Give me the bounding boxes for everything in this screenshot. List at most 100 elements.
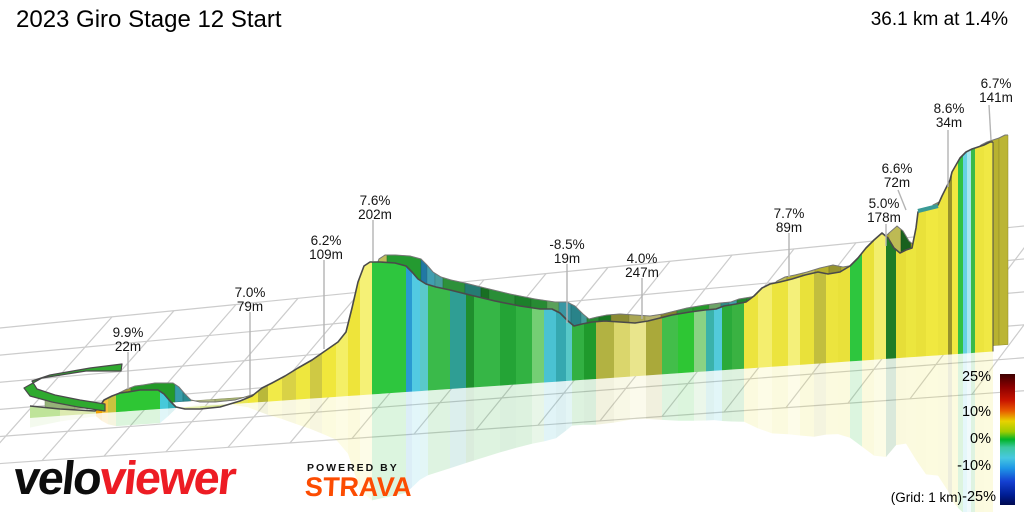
powered-by-label: POWERED BY	[307, 462, 399, 474]
reflection-stripe	[225, 402, 248, 408]
reflection-stripe	[948, 354, 952, 501]
legend-tick-neg10: -10%	[957, 458, 991, 474]
reflection-stripe	[556, 381, 566, 439]
reflection-stripe	[500, 384, 516, 453]
profile-stripe	[967, 149, 971, 354]
reflection-stripe	[348, 395, 360, 491]
reflection-stripe	[474, 385, 500, 461]
reflection-stripe	[282, 399, 296, 424]
gradient-annotation: 7.7% 89m	[774, 206, 805, 235]
reflection-stripe	[800, 363, 814, 437]
reflection-stripe	[372, 392, 406, 501]
profile-stripe	[116, 390, 160, 413]
reflection-stripe	[450, 387, 466, 469]
reflection-stripe	[916, 356, 926, 475]
reflection-stripe	[971, 352, 975, 512]
profile-stripe	[566, 319, 572, 382]
profile-stripe	[662, 314, 678, 375]
profile-stripe	[412, 272, 420, 392]
legend-tick-0: 0%	[970, 431, 991, 447]
reflection-stripe	[744, 367, 758, 429]
reflection-stripe	[412, 391, 420, 488]
profile-stripe	[975, 145, 984, 353]
gradient-annotation: 4.0% 247m	[625, 251, 659, 280]
profile-stripe	[958, 155, 963, 354]
profile-stripe	[984, 142, 993, 353]
profile-stripe	[500, 302, 516, 386]
grid-km-line	[165, 297, 299, 453]
profile-stripe	[722, 304, 732, 371]
grid-km-line	[103, 304, 237, 457]
reflection-stripe	[758, 366, 772, 434]
profile-stripe	[296, 361, 310, 400]
profile-stripe	[646, 317, 662, 376]
reflection-stripe	[420, 390, 428, 480]
reflection-stripe	[862, 359, 874, 456]
reflection-stripe	[268, 400, 282, 420]
top-face-stripe	[998, 134, 1009, 346]
grid-row-line	[0, 357, 1024, 438]
reflection-stripe	[906, 356, 916, 460]
reflection-stripe	[975, 352, 984, 512]
profile-stripe	[938, 184, 948, 356]
reflection-stripe	[516, 383, 532, 448]
gradient-annotations: 9.9% 22m 7.0% 79m 6.2% 109m 7.6% 202m -8.5% 19m 4.…	[113, 76, 1013, 395]
profile-stripe	[336, 324, 348, 397]
gradient-annotation: 7.0% 79m	[235, 285, 266, 314]
reflection-stripe	[102, 412, 108, 425]
reflection-stripe	[336, 396, 348, 454]
reflection-stripe	[926, 355, 938, 476]
reflection-stripe	[572, 379, 584, 426]
profile-stripe	[906, 228, 916, 358]
gradient-annotation: 6.7% 141m	[979, 76, 1013, 105]
grid-km-line	[0, 316, 113, 444]
profile-stripe	[826, 272, 838, 364]
reflection-stripe	[722, 369, 732, 422]
reflection-stripe	[772, 365, 788, 435]
reflection-stripe	[826, 362, 838, 435]
reflection-stripe	[200, 403, 225, 407]
reflection-stripe	[938, 354, 948, 492]
plateau-teal-cap	[917, 204, 939, 213]
reflection-stripe	[406, 391, 412, 493]
reflection-stripe	[614, 376, 630, 423]
profile-stripe	[744, 292, 758, 369]
gradient-annotation: 7.6% 202m	[358, 193, 392, 222]
profile-stripe	[714, 306, 722, 371]
profile-stripe	[948, 172, 952, 355]
annotation-pointer-line	[897, 189, 907, 211]
reflection-stripe	[258, 401, 268, 415]
reflection-stripe	[788, 364, 800, 436]
reflection-stripe	[963, 353, 967, 512]
gradient-annotation: -8.5% 19m	[549, 237, 584, 266]
reflection-stripe	[874, 358, 886, 458]
profile-stripe	[474, 295, 500, 388]
profile-outline	[29, 141, 993, 412]
reflection-stripe	[678, 372, 694, 421]
reflection-stripe	[168, 407, 176, 417]
legend-tick-neg25: -25%	[962, 489, 996, 505]
profile-stripe	[916, 208, 926, 357]
profile-stripe	[963, 151, 967, 354]
veloviewer-logo-velo: velo	[11, 451, 103, 504]
profile-stripe	[516, 305, 532, 385]
profile-stripe	[310, 353, 322, 399]
profile-stripe	[800, 272, 814, 365]
profile-stripe	[630, 321, 646, 377]
reflection-stripe	[60, 413, 96, 422]
profile-stripe	[108, 394, 116, 413]
grid-row-line	[0, 390, 1024, 465]
grid-km-line	[971, 323, 1024, 395]
reflection-stripe	[30, 415, 60, 428]
reflection-stripe	[428, 389, 450, 476]
profile-stripe	[406, 266, 412, 393]
reflection-stripe	[596, 377, 614, 425]
profile-front-face	[29, 141, 994, 418]
legend-tick-25: 25%	[961, 369, 991, 385]
profile-stripe	[532, 307, 544, 384]
reflection-stripe	[96, 413, 102, 422]
reflection-stripe	[322, 396, 336, 440]
reflection-stripe	[662, 373, 678, 421]
reflection-stripe	[952, 353, 958, 508]
page-title: 2023 Giro Stage 12 Start	[16, 6, 282, 33]
